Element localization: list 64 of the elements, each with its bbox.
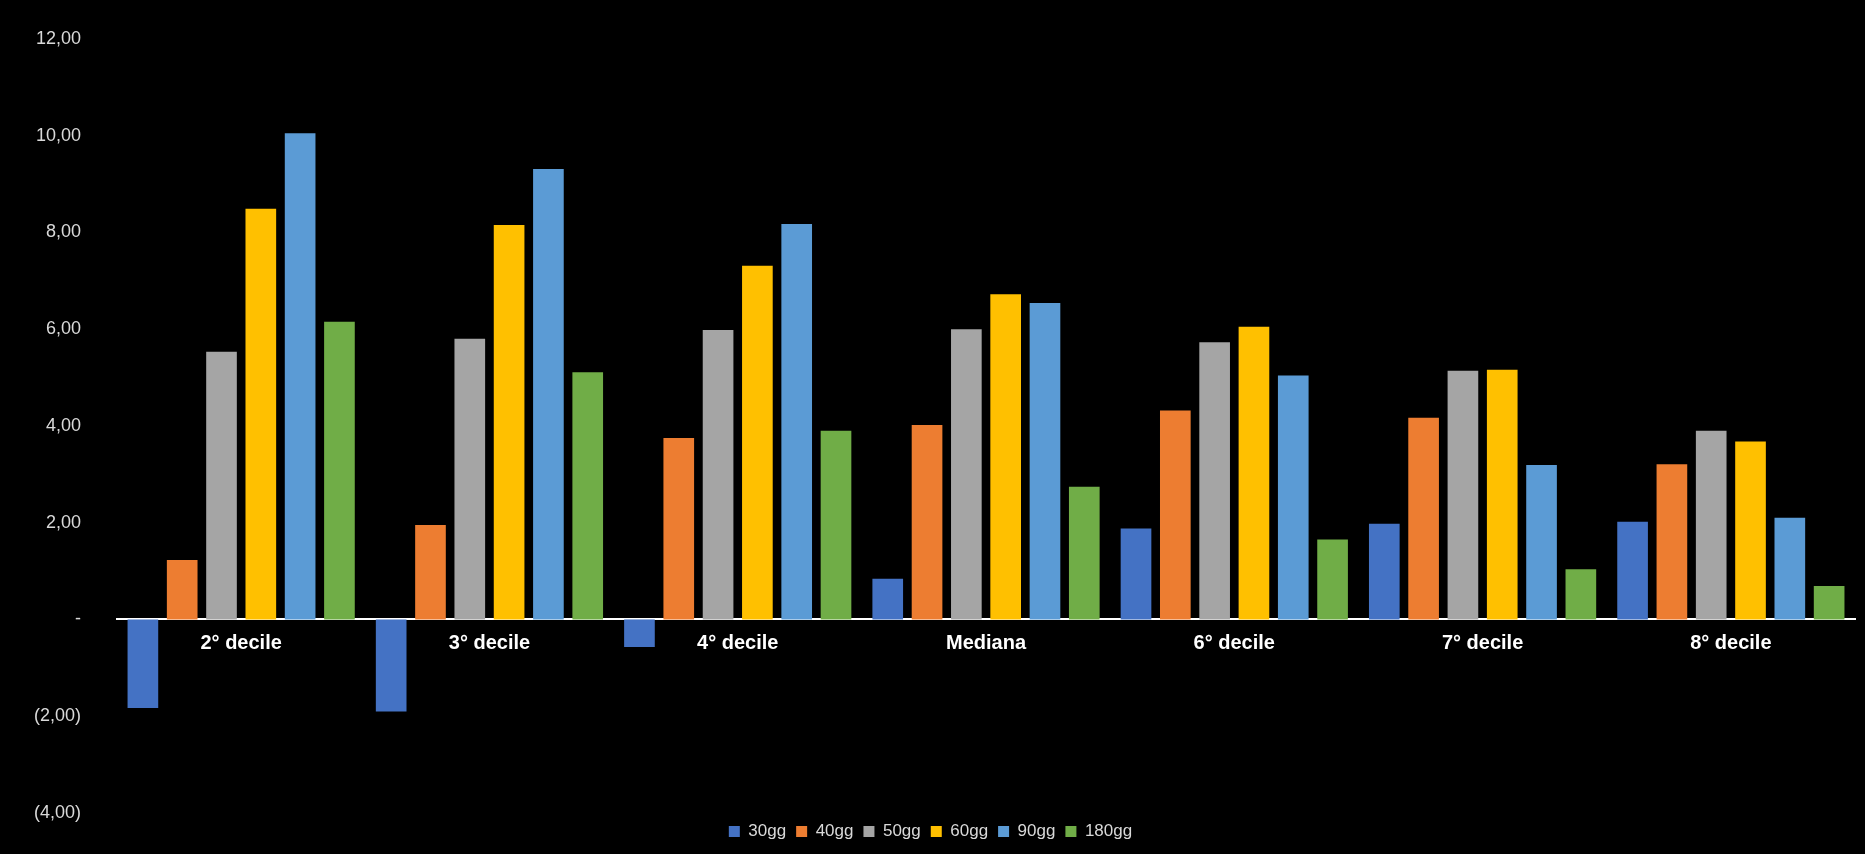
bar	[1813, 586, 1845, 620]
bar	[872, 578, 904, 620]
y-tick-label: 8,00	[45, 221, 82, 242]
bar	[624, 619, 655, 648]
bar	[1238, 326, 1270, 620]
bar	[951, 329, 982, 620]
bar	[166, 559, 198, 620]
bar	[127, 619, 159, 708]
bar	[284, 133, 316, 620]
bar	[415, 525, 446, 620]
y-tick-label: (2,00)	[33, 705, 82, 726]
bar	[663, 438, 695, 620]
y-tick-label: 4,00	[45, 414, 82, 435]
legend-label: 60gg	[950, 821, 989, 841]
legend-label: 40gg	[815, 821, 854, 841]
bar	[820, 430, 852, 620]
bar	[1656, 464, 1688, 620]
bar	[1068, 486, 1100, 620]
x-tick-label: 2° decile	[200, 630, 282, 653]
legend-label: 30gg	[748, 821, 787, 841]
bar	[206, 351, 237, 620]
bar	[1526, 465, 1557, 620]
bar	[742, 265, 773, 620]
x-tick-label: 8° decile	[1690, 630, 1772, 653]
bar	[781, 224, 813, 620]
bar	[493, 225, 525, 620]
bar	[1199, 342, 1230, 620]
bar	[1120, 528, 1152, 620]
bar	[911, 424, 943, 620]
bar	[1447, 370, 1479, 620]
bar	[1565, 569, 1597, 620]
bar	[375, 619, 407, 712]
bar	[245, 208, 277, 620]
bar	[1029, 303, 1061, 620]
x-tick-label: 4° decile	[697, 630, 779, 653]
legend-label: 90gg	[1017, 821, 1056, 841]
y-tick-label: -	[75, 608, 82, 629]
bar	[533, 168, 564, 620]
legend-label: 50gg	[882, 821, 921, 841]
bar	[990, 294, 1021, 620]
bar	[1408, 417, 1439, 620]
bar	[1695, 430, 1727, 620]
bar	[324, 321, 355, 620]
bar	[702, 330, 734, 620]
bar	[1486, 369, 1518, 620]
y-tick-label: 10,00	[35, 124, 82, 145]
x-tick-label: 3° decile	[448, 630, 531, 653]
x-tick-label: 6° decile	[1193, 630, 1275, 653]
y-tick-label: 2,00	[45, 511, 82, 532]
bar	[1735, 441, 1766, 620]
bar	[454, 338, 486, 620]
bar	[1774, 517, 1806, 620]
y-tick-label: 6,00	[45, 318, 82, 339]
y-tick-label: (4,00)	[33, 801, 82, 822]
bar	[1617, 521, 1648, 620]
bar	[1277, 375, 1309, 620]
x-tick-label: 7° decile	[1441, 630, 1524, 653]
y-tick-label: 12,00	[35, 27, 82, 48]
bar	[572, 372, 604, 620]
legend-label: 180gg	[1084, 821, 1133, 841]
bar	[1368, 523, 1400, 620]
bar	[1317, 539, 1348, 620]
x-tick-label: Mediana	[946, 630, 1027, 653]
bar	[1159, 410, 1191, 620]
